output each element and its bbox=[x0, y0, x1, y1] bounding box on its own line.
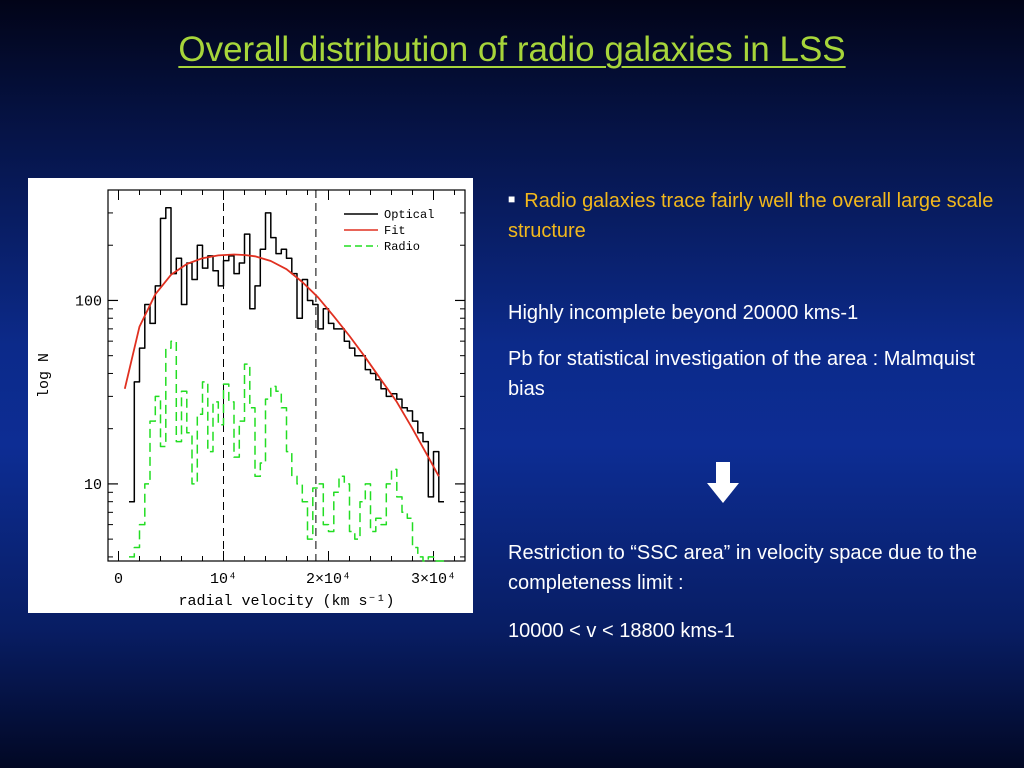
series-fit-line bbox=[123, 253, 440, 477]
paragraph-restriction: Restriction to “SSC area” in velocity sp… bbox=[508, 542, 978, 594]
paragraph-malmquist: Pb for statistical investigation of the … bbox=[508, 348, 975, 400]
y-tick-label: 10 bbox=[84, 477, 102, 494]
down-arrow-icon bbox=[705, 462, 741, 504]
bullet-point: ■ Radio galaxies trace fairly well the ov… bbox=[508, 184, 1003, 246]
series-radio-line bbox=[129, 340, 444, 562]
legend-label-optical: Optical bbox=[384, 208, 434, 222]
histogram-chart: 10 100 0 10⁴ 2×10⁴ 3×10⁴ Optical Fit Radio radial… bbox=[36, 189, 466, 610]
chart-figure: 10 100 0 10⁴ 2×10⁴ 3×10⁴ Optical Fit Radio radial… bbox=[28, 178, 473, 613]
bullet-square-icon: ■ bbox=[508, 192, 516, 206]
x-tick-label: 10⁴ bbox=[210, 571, 237, 588]
text-panel: ■ Radio galaxies trace fairly well the ov… bbox=[508, 184, 1003, 642]
y-axis-label: log N bbox=[36, 353, 53, 398]
x-tick-label: 3×10⁴ bbox=[411, 571, 456, 588]
bullet-text: Radio galaxies trace fairly well the ove… bbox=[508, 190, 994, 242]
x-tick-label: 0 bbox=[114, 571, 123, 588]
paragraph-incomplete: Highly incomplete beyond 20000 kms-1 bbox=[508, 302, 859, 324]
legend-label-radio: Radio bbox=[384, 240, 420, 254]
y-tick-label: 100 bbox=[75, 293, 102, 310]
legend-label-fit: Fit bbox=[384, 224, 406, 238]
x-tick-label: 2×10⁴ bbox=[306, 571, 351, 588]
slide-title: Overall distribution of radio galaxies i… bbox=[178, 30, 846, 69]
x-axis-label: radial velocity (km s⁻¹) bbox=[178, 593, 394, 610]
paragraph-velocity-range: 10000 < v < 18800 kms-1 bbox=[508, 620, 735, 642]
